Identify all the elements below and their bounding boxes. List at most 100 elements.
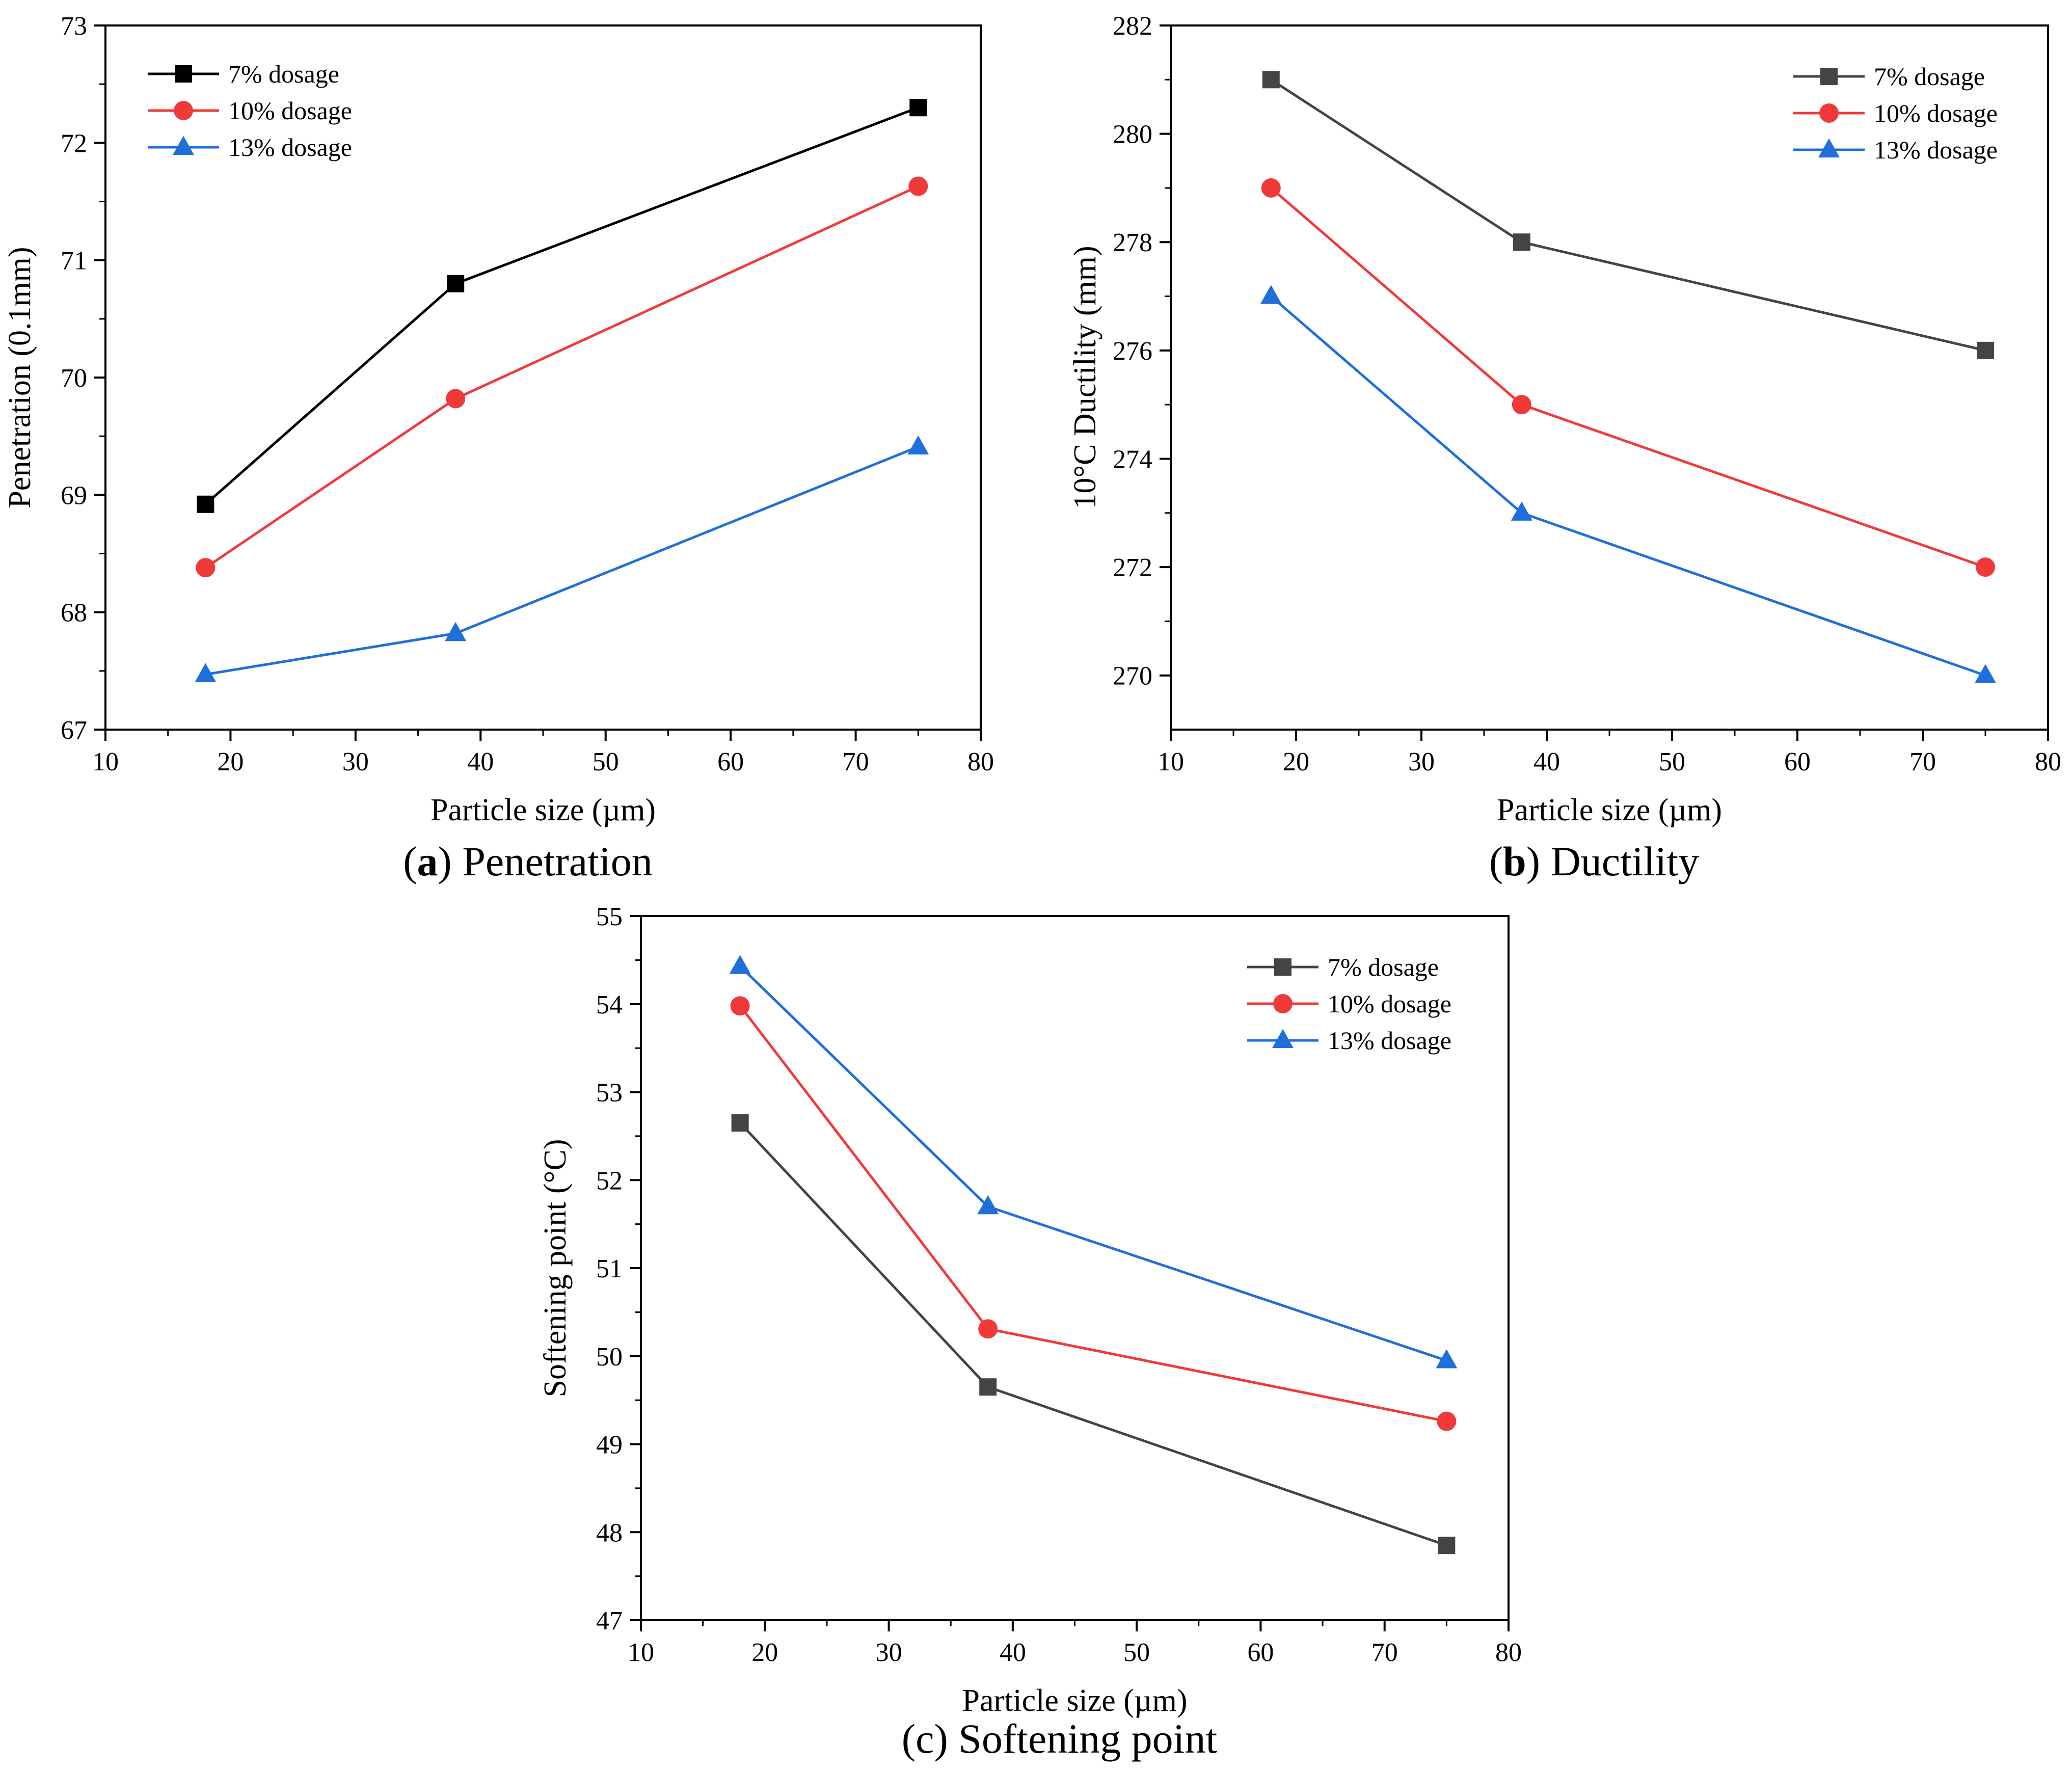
x-tick-label: 70 <box>1371 1638 1398 1667</box>
chart-penetration: 10 20 30 40 50 60 70 80 67 68 69 70 71 72 73 Particle s… <box>3 12 994 884</box>
y-tick-label: 70 <box>61 364 87 393</box>
x-tick-label: 20 <box>751 1638 778 1667</box>
plot-frame <box>640 915 1510 1621</box>
x-tick-label: 50 <box>1659 747 1685 776</box>
data-point-square <box>731 1114 749 1132</box>
x-tick-label: 10 <box>1158 747 1184 776</box>
series-line-7-dosage <box>739 1122 1447 1547</box>
chart-caption: (c) Softening point <box>902 1715 1218 1762</box>
x-tick-label: 30 <box>1408 747 1435 776</box>
data-point-square <box>909 99 927 117</box>
data-point-circle <box>196 558 216 578</box>
legend-label: 13% dosage <box>1874 136 1998 164</box>
legend-marker-square <box>1274 958 1291 976</box>
series-line-7-dosage <box>204 106 919 505</box>
data-point-circle <box>1976 557 1995 577</box>
x-tick-label: 50 <box>1123 1638 1150 1667</box>
x-tick-label: 60 <box>1784 747 1811 776</box>
x-tick-label: 10 <box>628 1638 654 1667</box>
x-tick-label: 20 <box>217 747 244 776</box>
data-point-square <box>447 275 465 292</box>
y-axis-label: Softening point (°C) <box>538 1139 573 1398</box>
series-line-13-dosage <box>739 965 1447 1362</box>
data-point-circle <box>978 1319 998 1339</box>
chart-softening-point: 10 20 30 40 50 60 70 80 47 48 49 50 51 52 53 54 55 Partic… <box>538 902 1522 1762</box>
data-point-triangle <box>1436 1349 1458 1369</box>
legend-marker-circle <box>1273 994 1293 1013</box>
data-point-circle <box>908 176 928 196</box>
y-tick-label: 270 <box>1113 662 1152 691</box>
data-point-square <box>1262 71 1280 89</box>
y-tick-label: 71 <box>61 247 87 276</box>
x-tick-label: 10 <box>92 747 119 776</box>
y-tick-label: 51 <box>596 1254 623 1283</box>
data-point-triangle <box>729 955 751 974</box>
legend-marker-triangle <box>1272 1029 1294 1049</box>
data-point-triangle <box>445 622 467 641</box>
x-tick-label: 70 <box>843 747 869 776</box>
series-line-10-dosage <box>1270 187 1986 569</box>
legend: 7% dosage 10% dosage 13% dosage <box>148 60 352 162</box>
x-tick-label: 50 <box>593 747 619 776</box>
y-tick-label: 55 <box>596 902 623 931</box>
legend-marker-circle <box>1819 103 1839 123</box>
data-point-square <box>197 495 214 513</box>
data-point-circle <box>1437 1411 1457 1431</box>
series-line-13-dosage <box>205 445 919 676</box>
legend-label: 10% dosage <box>1874 99 1998 127</box>
y-tick-label: 54 <box>596 990 623 1020</box>
data-point-triangle <box>1260 285 1282 304</box>
legend: 7% dosage 10% dosage 13% dosage <box>1793 62 1998 164</box>
data-point-square <box>979 1378 997 1396</box>
y-tick-label: 50 <box>596 1343 623 1372</box>
data-point-circle <box>1512 395 1531 415</box>
legend-marker-triangle <box>173 136 194 155</box>
data-point-triangle <box>1975 664 1996 683</box>
data-point-circle <box>446 389 466 409</box>
y-axis-label: Penetration (0.1mm) <box>3 247 37 508</box>
legend-label: 10% dosage <box>228 96 352 125</box>
x-tick-label: 30 <box>342 747 369 776</box>
data-point-triangle <box>1511 501 1532 521</box>
legend-marker-circle <box>174 101 193 120</box>
data-point-circle <box>1261 178 1281 198</box>
y-tick-label: 72 <box>61 129 87 158</box>
x-axis-label: Particle size (µm) <box>1497 793 1722 827</box>
x-tick-label: 40 <box>1533 747 1560 776</box>
y-tick-label: 68 <box>61 599 87 628</box>
legend-label: 7% dosage <box>228 60 339 88</box>
y-tick-label: 280 <box>1113 120 1152 149</box>
y-tick-label: 282 <box>1113 12 1152 41</box>
legend-label: 7% dosage <box>1328 953 1439 981</box>
y-tick-label: 48 <box>596 1518 623 1547</box>
plot-frame <box>104 24 982 731</box>
legend-label: 13% dosage <box>228 133 352 162</box>
x-axis-label: Particle size (µm) <box>430 793 656 827</box>
y-tick-label: 272 <box>1113 553 1152 582</box>
x-axis-label: Particle size (µm) <box>962 1683 1188 1718</box>
y-tick-label: 53 <box>596 1079 623 1108</box>
x-tick-label: 30 <box>876 1638 902 1667</box>
y-axis-label: 10°C Ductility (mm) <box>1068 246 1102 509</box>
chart-ductility: 10 20 30 40 50 60 70 80 270 272 274 276 278 280 282 Par… <box>1068 12 2061 884</box>
y-tick-label: 274 <box>1113 445 1152 474</box>
legend-marker-square <box>1820 68 1838 85</box>
data-point-circle <box>730 996 750 1016</box>
y-tick-label: 47 <box>596 1606 623 1635</box>
legend: 7% dosage 10% dosage 13% dosage <box>1247 953 1451 1055</box>
chart-caption: (a) Penetration <box>403 838 653 884</box>
x-tick-label: 60 <box>1247 1638 1274 1667</box>
x-tick-label: 20 <box>1283 747 1309 776</box>
legend-label: 10% dosage <box>1328 989 1451 1018</box>
data-point-square <box>1513 233 1530 251</box>
x-tick-label: 40 <box>467 747 494 776</box>
y-tick-label: 49 <box>596 1431 623 1460</box>
y-tick-label: 73 <box>61 12 87 41</box>
x-tick-label: 80 <box>2035 747 2061 776</box>
y-tick-label: 276 <box>1113 337 1152 366</box>
chart-caption: (b) Ductility <box>1489 838 1699 884</box>
legend-marker-square <box>175 65 192 83</box>
legend-label: 13% dosage <box>1328 1026 1451 1055</box>
y-tick-label: 67 <box>61 716 87 745</box>
